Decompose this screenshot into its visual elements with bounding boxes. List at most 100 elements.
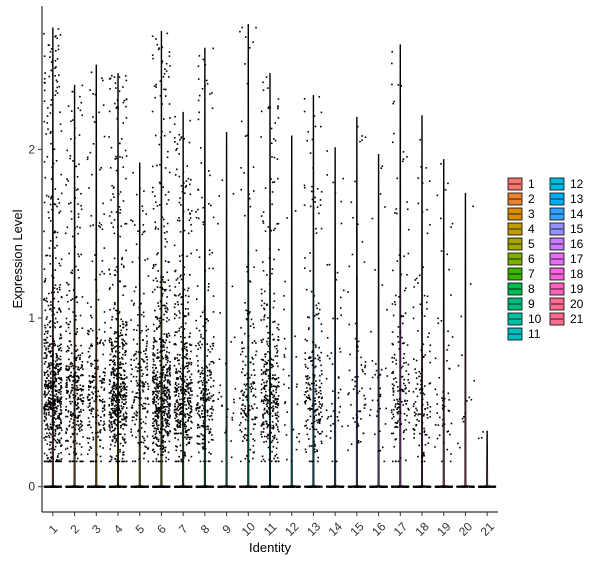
point <box>48 345 51 347</box>
point <box>91 486 93 488</box>
point <box>144 407 147 409</box>
point <box>60 460 63 463</box>
point <box>120 329 123 332</box>
point <box>70 371 72 374</box>
point <box>116 427 119 430</box>
point <box>56 359 59 361</box>
point <box>48 408 50 410</box>
point <box>188 363 190 365</box>
point <box>152 186 154 189</box>
point <box>154 404 157 406</box>
point <box>183 137 186 140</box>
point <box>163 446 165 449</box>
point <box>47 457 49 459</box>
point <box>162 411 165 414</box>
point <box>141 375 143 377</box>
point <box>167 394 170 397</box>
point <box>190 382 193 384</box>
point <box>72 422 74 424</box>
point <box>47 485 49 488</box>
point <box>95 413 97 415</box>
point <box>133 486 135 488</box>
point <box>115 340 118 343</box>
point <box>49 406 51 408</box>
point <box>82 409 85 411</box>
point <box>56 438 59 441</box>
point <box>164 68 166 70</box>
point <box>147 275 150 277</box>
point <box>111 315 114 318</box>
point <box>79 358 81 361</box>
point <box>152 371 154 374</box>
point <box>110 372 113 375</box>
point <box>161 389 163 392</box>
point <box>52 485 55 487</box>
point <box>157 387 159 390</box>
point <box>186 367 189 370</box>
point <box>109 392 112 394</box>
point <box>59 326 61 329</box>
point <box>169 117 171 119</box>
point <box>109 327 112 329</box>
point <box>199 373 202 375</box>
point <box>166 156 169 159</box>
point <box>153 430 155 433</box>
point <box>50 456 52 459</box>
point <box>46 443 49 445</box>
point <box>208 267 211 270</box>
point <box>191 394 193 396</box>
point <box>58 202 61 204</box>
point <box>118 364 121 366</box>
point <box>115 396 118 399</box>
point <box>189 183 191 186</box>
point <box>88 356 90 359</box>
point <box>46 115 49 117</box>
point <box>183 451 185 453</box>
point <box>153 401 155 404</box>
violin-outlines <box>43 24 497 488</box>
point <box>92 438 95 441</box>
point <box>134 486 136 488</box>
point <box>146 358 149 361</box>
point <box>49 112 52 114</box>
point <box>53 344 56 347</box>
point <box>178 310 180 312</box>
point <box>53 395 55 397</box>
point <box>60 325 62 328</box>
point <box>188 392 190 395</box>
point <box>159 447 162 450</box>
point <box>164 167 167 169</box>
point <box>168 412 170 415</box>
point <box>111 342 113 344</box>
point <box>184 430 187 432</box>
point <box>72 412 74 415</box>
point <box>95 394 98 396</box>
point <box>50 104 52 106</box>
point <box>113 437 116 440</box>
point <box>74 450 76 453</box>
point <box>201 438 204 441</box>
point <box>88 375 91 377</box>
point <box>196 427 199 429</box>
point <box>208 441 210 444</box>
point <box>75 460 78 463</box>
point <box>160 485 162 488</box>
point <box>187 436 190 439</box>
point <box>187 417 190 419</box>
point <box>182 316 185 318</box>
point <box>190 415 193 418</box>
point <box>153 372 156 374</box>
point <box>71 376 73 378</box>
point <box>156 410 159 413</box>
point <box>131 261 134 263</box>
point <box>77 416 80 418</box>
point <box>88 380 91 382</box>
point <box>114 414 117 417</box>
point <box>82 397 85 399</box>
point <box>162 357 165 360</box>
point <box>47 434 50 437</box>
point <box>82 385 85 388</box>
point <box>155 387 157 390</box>
point <box>69 201 72 204</box>
point <box>178 201 181 204</box>
